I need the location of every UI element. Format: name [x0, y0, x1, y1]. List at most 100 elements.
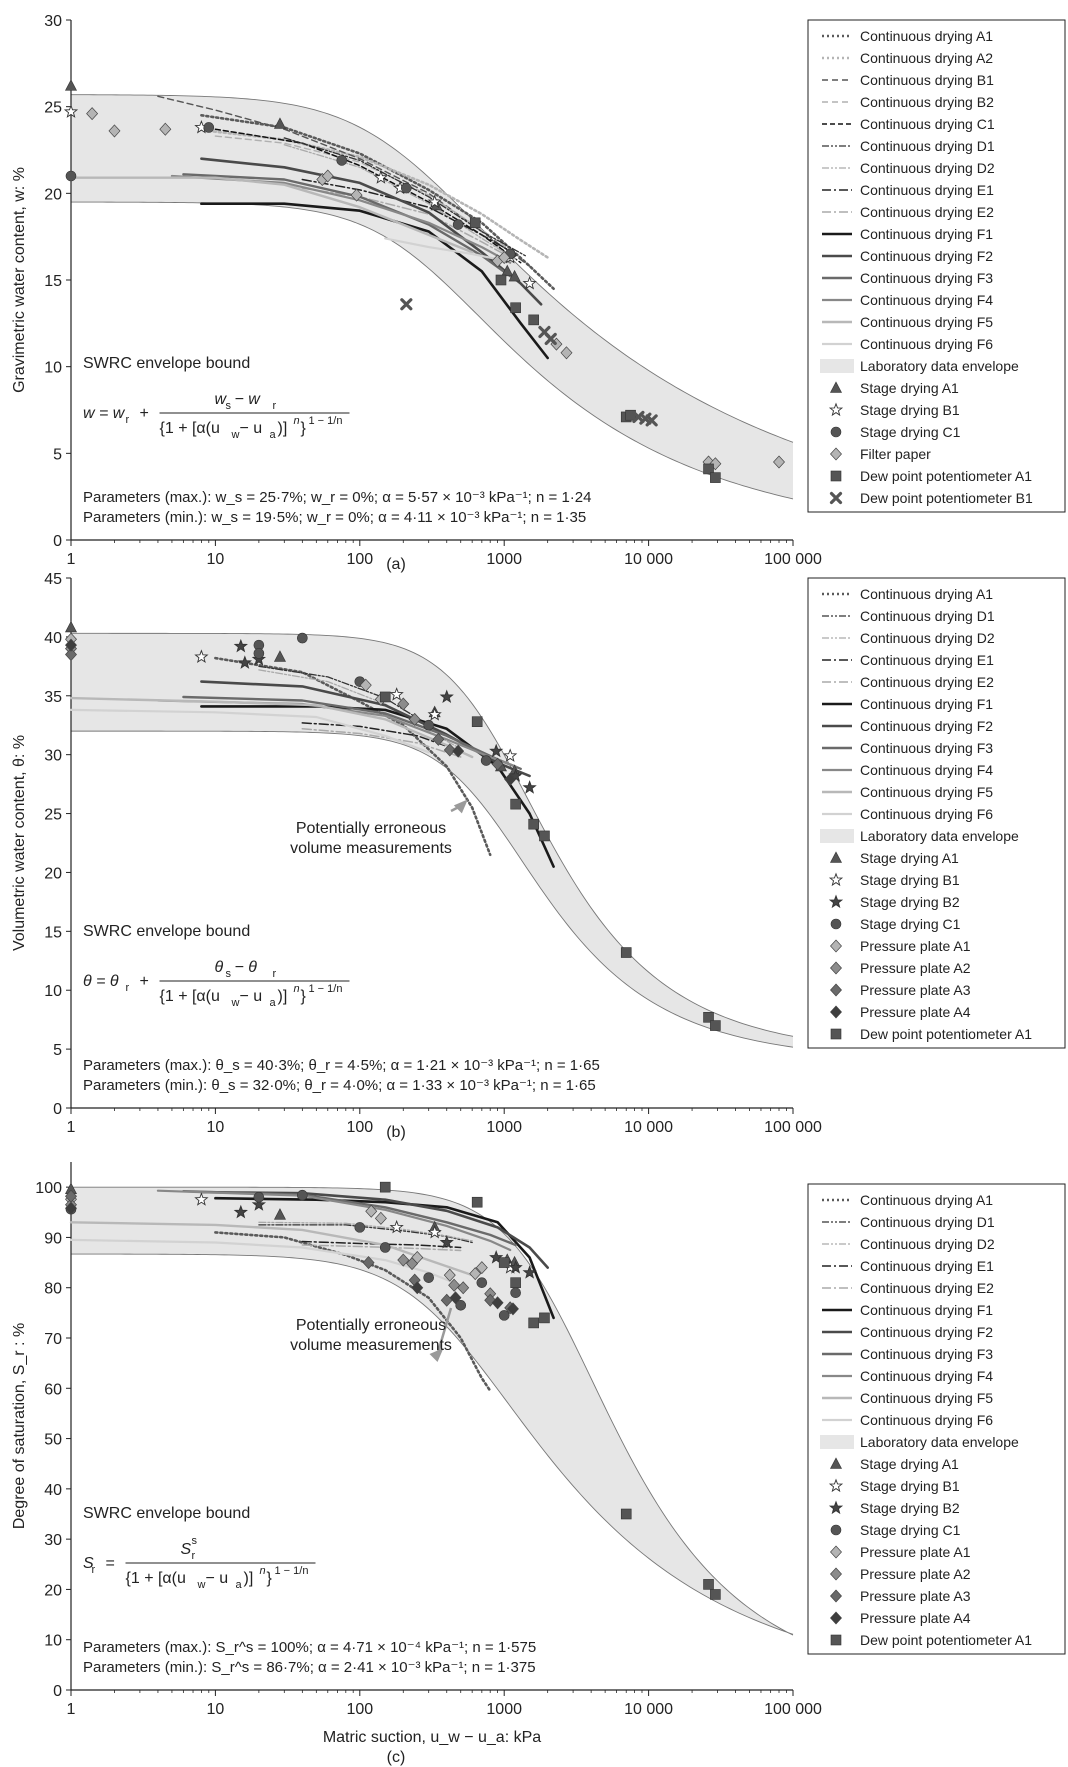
legend-label-pa1: Pressure plate A1	[860, 938, 971, 954]
equation-denominator: {1 + [α(u	[126, 1570, 186, 1587]
legend-label-f3: Continuous drying F3	[860, 270, 993, 286]
data-point-sa1	[273, 117, 286, 129]
data-point-fp	[773, 455, 785, 469]
data-point-da1	[539, 1312, 550, 1324]
legend-label-da1: Dew point potentiometer A1	[860, 468, 1032, 484]
legend-label-sb2: Stage drying B2	[860, 894, 960, 910]
data-point-sa1	[273, 1208, 286, 1220]
data-point-pa2	[408, 712, 421, 726]
y-axis-label: Gravimetric water content, w: %	[11, 167, 28, 393]
y-tick-label: 70	[44, 1331, 62, 1348]
y-tick-label: 15	[44, 273, 62, 290]
data-point-pa2	[457, 1281, 470, 1295]
y-tick-label: 40	[44, 1482, 62, 1499]
legend-marker-pa1	[830, 939, 842, 953]
data-point-da1	[469, 217, 481, 229]
data-point-pa3	[491, 757, 504, 771]
equation-lhs-sub: r	[92, 1564, 96, 1576]
equation-denominator-exp: 1 − 1/n	[309, 983, 343, 995]
annotation-params-max: Parameters (max.): w_s = 25·7%; w_r = 0%…	[83, 489, 591, 506]
data-point-fp	[321, 169, 334, 183]
legend-label-fp: Filter paper	[860, 446, 931, 462]
legend-marker-sb1	[828, 1478, 844, 1493]
data-point-pa2	[397, 1253, 410, 1267]
equation-lhs: θ = θ	[83, 973, 119, 990]
data-point-sa1	[501, 264, 514, 277]
y-tick-label: 0	[53, 1101, 62, 1118]
data-point-sc1	[455, 1300, 467, 1311]
callout-text-line1: Potentially erroneous	[296, 820, 446, 837]
equation-numerator: S	[181, 1541, 192, 1558]
legend-marker-pa3	[830, 983, 842, 997]
legend-label-d1: Continuous drying D1	[860, 608, 995, 624]
y-axis-label: Degree of saturation, S_r : %	[11, 1323, 28, 1529]
legend-label-f1: Continuous drying F1	[860, 696, 993, 712]
equation-denominator-sub2: a	[270, 997, 277, 1009]
legend-label-f6: Continuous drying F6	[860, 1412, 993, 1428]
equation-denominator-end: )]	[244, 1570, 254, 1587]
data-point-da1	[498, 1257, 510, 1268]
panel-label: (c)	[387, 1749, 406, 1766]
data-point-pa4	[504, 772, 517, 786]
legend-label-pa1: Pressure plate A1	[860, 1544, 971, 1560]
x-tick-label: 10	[207, 1119, 225, 1136]
equation-denominator-sub1: w	[231, 429, 240, 441]
equation-denominator-sup: n	[294, 415, 300, 427]
data-point-pa4	[65, 1201, 77, 1215]
data-point-sb2	[508, 768, 523, 782]
legend-label-f5: Continuous drying F5	[860, 784, 993, 800]
equation-denominator-sup: n	[260, 1565, 266, 1577]
annotation-params-min: Parameters (min.): w_s = 19·5%; w_r = 0%…	[83, 509, 586, 526]
series-line-continuous-drying-f5	[69, 176, 474, 254]
equation-denominator-end: )]	[278, 988, 288, 1005]
series-line-continuous-drying-f2	[200, 157, 543, 306]
legend-marker-pa4	[830, 1611, 842, 1625]
legend-marker-sb1	[828, 872, 844, 887]
y-tick-label: 20	[44, 1582, 62, 1599]
data-point-pa1	[469, 1267, 482, 1281]
callout-text-line1: Potentially erroneous	[296, 1317, 446, 1334]
data-point-sb1	[389, 687, 404, 701]
y-tick-label: 20	[44, 186, 62, 203]
y-tick-label: 40	[44, 630, 62, 647]
data-point-sc1	[336, 155, 348, 166]
data-point-sb2	[489, 743, 504, 758]
data-point-sb1	[194, 1192, 209, 1206]
x-tick-label: 100	[346, 551, 373, 568]
series-line-continuous-drying-f4	[156, 1189, 512, 1252]
x-tick-label: 100	[346, 1701, 373, 1718]
y-tick-label: 25	[44, 807, 62, 824]
legend-label-da1: Dew point potentiometer A1	[860, 1632, 1032, 1648]
equation-denominator-sub2: a	[270, 429, 277, 441]
legend-label-f6: Continuous drying F6	[860, 336, 993, 352]
laboratory-data-envelope	[71, 94, 793, 499]
legend-label-a1: Continuous drying A1	[860, 586, 993, 602]
data-point-fp	[350, 188, 363, 202]
data-point-fp	[159, 122, 172, 136]
laboratory-data-envelope	[71, 1187, 793, 1636]
legend-label-sb1: Stage drying B1	[860, 402, 960, 418]
legend-label-e1: Continuous drying E1	[860, 1258, 994, 1274]
y-tick-label: 100	[35, 1180, 62, 1197]
data-point-sb1	[373, 170, 389, 184]
envelope-upper-bound	[70, 632, 794, 1037]
data-point-sb1	[389, 1219, 404, 1234]
callout-text-line2: volume measurements	[290, 1337, 452, 1354]
data-point-da1	[620, 1508, 632, 1520]
legend-label-f2: Continuous drying F2	[860, 1324, 993, 1340]
equation-lhs: S	[83, 1555, 94, 1572]
legend-marker-sb2	[828, 894, 844, 909]
equation-numerator-sub: r	[192, 1550, 196, 1562]
legend-swatch-envelope	[820, 1435, 854, 1449]
data-point-pa4	[491, 1296, 504, 1310]
callout-arrowhead	[429, 1348, 444, 1363]
legend-label-sc1: Stage drying C1	[860, 424, 961, 440]
data-point-pa2	[406, 1257, 419, 1271]
y-tick-label: 30	[44, 1532, 62, 1549]
data-point-da1	[471, 716, 483, 727]
series-line-continuous-drying-f6	[69, 708, 430, 754]
chart-panel-2: 0 5 10 15 20 25 30 35 40 45 1 10 100 1000 10 000 100 00…	[11, 571, 822, 1141]
data-point-pa3	[362, 1256, 375, 1270]
legend-label-sa1: Stage drying A1	[860, 380, 959, 396]
